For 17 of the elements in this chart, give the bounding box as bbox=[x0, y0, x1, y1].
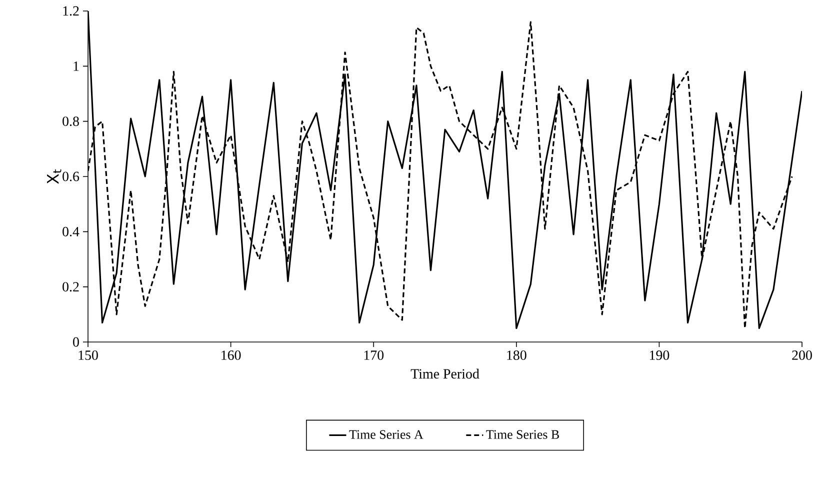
x-tick-label: 180 bbox=[507, 350, 526, 360]
y-tick-label: 0.2 bbox=[62, 282, 79, 292]
x-tick-label: 170 bbox=[364, 350, 384, 360]
y-tick-label: 1 bbox=[74, 62, 79, 71]
x-tick-label: 190 bbox=[650, 350, 670, 360]
legend-label: Time Series A bbox=[349, 430, 424, 439]
y-tick-label: 0.6 bbox=[62, 172, 80, 182]
x-tick-label: 200 bbox=[792, 350, 812, 360]
x-axis-title: Time Period bbox=[410, 368, 480, 379]
y-tick-label: 0.4 bbox=[62, 226, 80, 236]
y-axis-title: X$_{t}$ bbox=[47, 169, 62, 184]
x-tick-label: 160 bbox=[222, 350, 241, 360]
y-tick-label: 1.2 bbox=[63, 6, 79, 16]
legend-label: Time Series B bbox=[486, 430, 559, 439]
x-tick-label: 150 bbox=[78, 350, 98, 360]
y-tick-label: 0.8 bbox=[62, 116, 79, 126]
y-tick-label: 0 bbox=[73, 337, 79, 347]
